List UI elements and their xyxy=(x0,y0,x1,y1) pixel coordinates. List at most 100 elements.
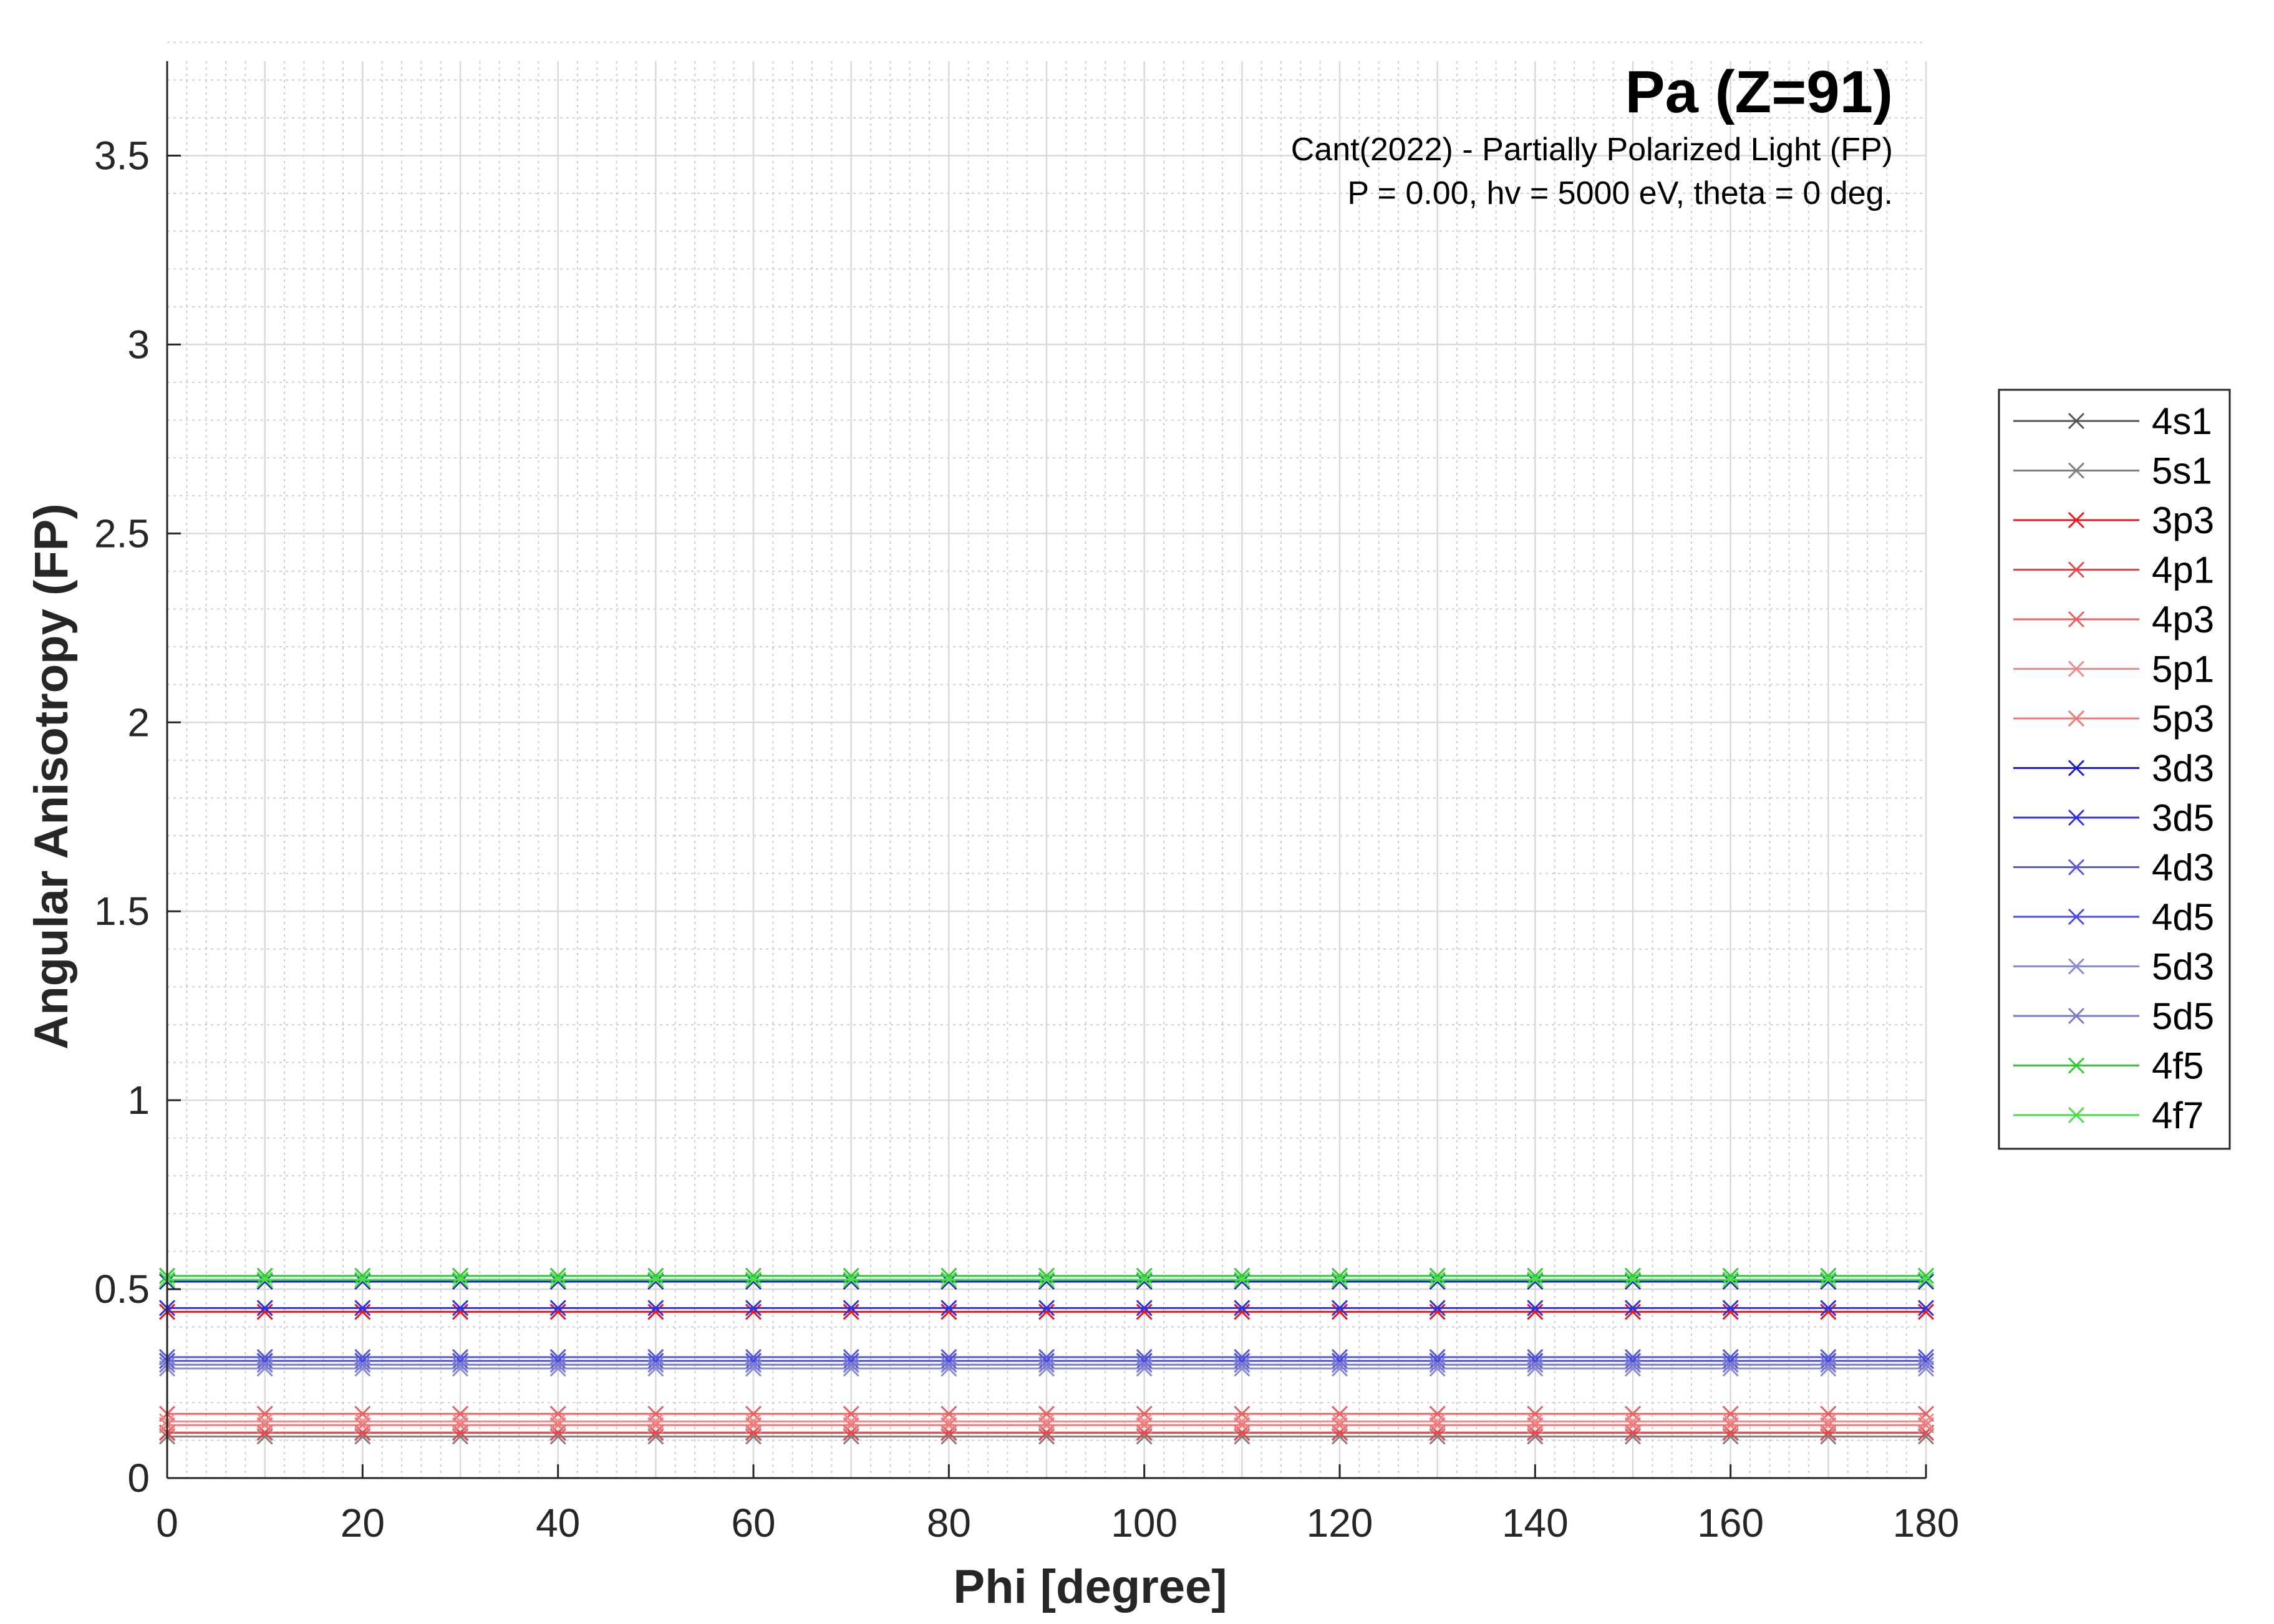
data-point xyxy=(452,1353,469,1370)
data-point xyxy=(1429,1405,1446,1423)
data-point xyxy=(452,1303,469,1320)
data-point xyxy=(647,1349,664,1366)
data-point xyxy=(1234,1417,1251,1434)
data-point xyxy=(941,1428,957,1445)
data-point xyxy=(745,1413,762,1430)
data-point xyxy=(941,1353,957,1370)
data-point xyxy=(1331,1428,1348,1445)
data-point xyxy=(941,1413,957,1430)
data-point xyxy=(1722,1353,1739,1370)
legend-item-4f5: 4f5 xyxy=(2013,1045,2204,1087)
data-point xyxy=(941,1271,957,1288)
series-4p3 xyxy=(158,1405,1935,1423)
data-point xyxy=(1429,1267,1446,1284)
data-point xyxy=(1234,1413,1251,1430)
legend-swatch-marker xyxy=(2068,859,2085,876)
legend-swatch-marker xyxy=(2068,462,2085,479)
data-point xyxy=(256,1360,273,1377)
data-point xyxy=(1136,1267,1153,1284)
data-point xyxy=(549,1417,566,1434)
data-point xyxy=(354,1417,371,1434)
data-point xyxy=(1429,1271,1446,1288)
data-point xyxy=(745,1405,762,1423)
x-tick-label: 60 xyxy=(731,1501,775,1545)
legend-label: 5d3 xyxy=(2152,946,2214,988)
data-point xyxy=(941,1360,957,1377)
data-point xyxy=(1429,1356,1446,1373)
y-tick-label: 3 xyxy=(127,322,150,367)
data-point xyxy=(452,1424,469,1441)
data-point xyxy=(1624,1303,1642,1320)
legend-item-4d3: 4d3 xyxy=(2013,847,2214,889)
data-point xyxy=(647,1360,664,1377)
data-point xyxy=(941,1405,957,1423)
legend-swatch-marker xyxy=(2068,611,2085,628)
legend-swatch-marker xyxy=(2068,1057,2085,1074)
data-point xyxy=(1527,1405,1544,1423)
x-tick-label: 100 xyxy=(1111,1501,1178,1545)
data-point xyxy=(1917,1271,1935,1288)
data-point xyxy=(1234,1405,1251,1423)
data-point xyxy=(1136,1356,1153,1373)
y-tick-label: 0.5 xyxy=(94,1267,150,1312)
data-point xyxy=(1136,1417,1153,1434)
data-point xyxy=(1136,1349,1153,1366)
data-point xyxy=(1429,1300,1446,1317)
data-point xyxy=(1624,1267,1642,1284)
series-5d5 xyxy=(158,1356,1935,1373)
data-point xyxy=(1624,1349,1642,1366)
legend-swatch-marker xyxy=(2068,809,2085,826)
series-4d3 xyxy=(158,1349,1935,1366)
data-point xyxy=(256,1267,273,1284)
legend-swatch-marker xyxy=(2068,660,2085,677)
data-point xyxy=(1820,1360,1837,1377)
data-point xyxy=(1820,1413,1837,1430)
data-point xyxy=(1624,1271,1642,1288)
data-point xyxy=(1429,1417,1446,1434)
data-point xyxy=(1722,1424,1739,1441)
data-point xyxy=(1722,1303,1739,1320)
legend-swatch-marker xyxy=(2068,760,2085,776)
data-point xyxy=(1234,1267,1251,1284)
data-point xyxy=(256,1349,273,1366)
data-point xyxy=(256,1303,273,1320)
data-point xyxy=(1234,1300,1251,1317)
data-point xyxy=(1527,1271,1544,1288)
data-point xyxy=(1331,1356,1348,1373)
data-point xyxy=(941,1300,957,1317)
series-3p3 xyxy=(158,1303,1935,1320)
data-point xyxy=(354,1413,371,1430)
data-point xyxy=(1234,1353,1251,1370)
data-point xyxy=(1624,1353,1642,1370)
legend-item-3d5: 3d5 xyxy=(2013,797,2214,839)
data-point xyxy=(843,1405,859,1423)
data-point xyxy=(354,1349,371,1366)
data-point xyxy=(647,1424,664,1441)
series-4f7 xyxy=(158,1271,1935,1288)
chart-title: Pa (Z=91) xyxy=(1625,59,1893,125)
data-point xyxy=(1038,1360,1055,1377)
data-point xyxy=(452,1271,469,1288)
data-point xyxy=(1527,1267,1544,1284)
data-point xyxy=(452,1428,469,1445)
x-tick-label: 40 xyxy=(536,1501,580,1545)
data-point xyxy=(843,1424,859,1441)
x-axis-title: Phi [degree] xyxy=(953,1560,1227,1613)
data-point xyxy=(1136,1428,1153,1445)
data-point xyxy=(1722,1349,1739,1366)
data-point xyxy=(1820,1356,1837,1373)
data-point xyxy=(1038,1417,1055,1434)
data-point xyxy=(647,1405,664,1423)
data-point xyxy=(843,1417,859,1434)
data-point xyxy=(256,1428,273,1445)
data-point xyxy=(1527,1356,1544,1373)
legend-label: 4s1 xyxy=(2152,400,2212,442)
data-point xyxy=(1820,1267,1837,1284)
data-point xyxy=(549,1360,566,1377)
data-point xyxy=(843,1356,859,1373)
legend-label: 4f5 xyxy=(2152,1045,2204,1087)
data-point xyxy=(549,1300,566,1317)
data-point xyxy=(1331,1300,1348,1317)
major-grid xyxy=(167,61,1927,1478)
axes xyxy=(166,61,1927,1479)
